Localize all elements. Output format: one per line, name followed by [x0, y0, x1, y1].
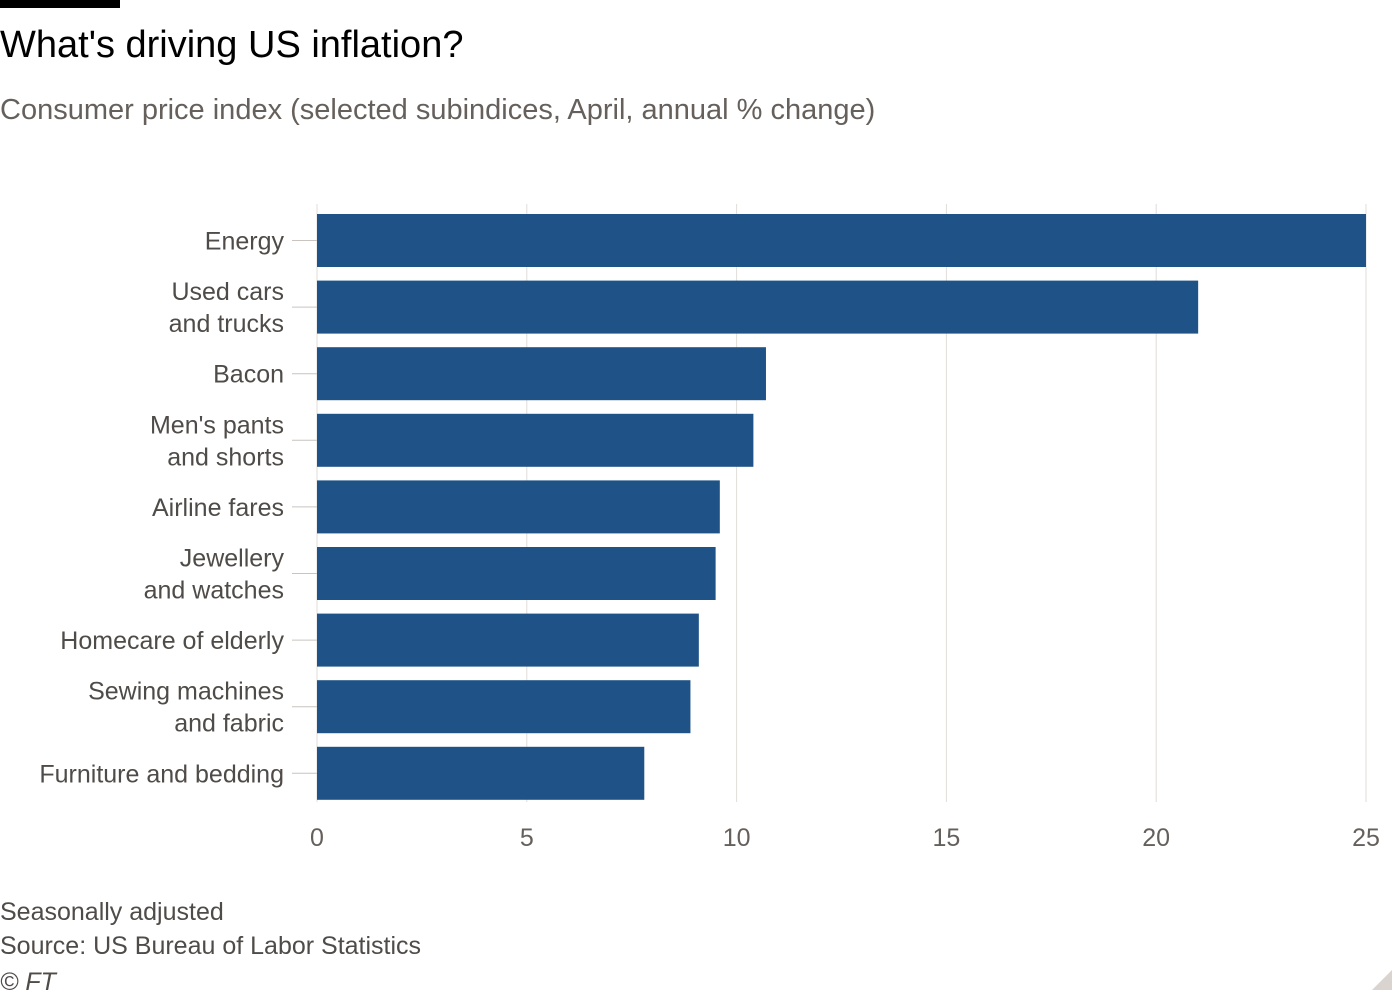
category-labels: Energy Used cars and trucks Bacon Men's pant…	[39, 228, 317, 788]
category-label: Used cars and trucks	[169, 278, 284, 338]
category-label-line: Airline fares	[152, 494, 284, 522]
category-label-line: and watches	[144, 577, 284, 605]
top-rule	[0, 0, 120, 8]
chart-source: Source: US Bureau of Labor Statistics	[0, 932, 422, 960]
chart-subtitle: Consumer price index (selected subindice…	[0, 94, 876, 126]
chart-credit: © FT	[0, 968, 56, 996]
bar	[317, 746, 645, 800]
category-label-line: Sewing machines	[88, 678, 284, 706]
chart-note: Seasonally adjusted	[0, 898, 224, 926]
x-tick-label: 20	[1142, 824, 1170, 852]
category-label: Homecare of elderly	[60, 627, 284, 655]
category-label: Men's pants and shorts	[150, 411, 284, 471]
bar	[317, 613, 699, 667]
category-label-line: Bacon	[213, 361, 284, 389]
category-label-line: Homecare of elderly	[60, 627, 284, 655]
bar	[317, 480, 720, 534]
x-tick-label: 25	[1352, 824, 1380, 852]
category-label: Sewing machines and fabric	[88, 678, 284, 738]
x-tick-label: 5	[520, 824, 534, 852]
category-label-line: and shorts	[167, 443, 284, 471]
category-label-line: and trucks	[169, 310, 284, 338]
bar	[317, 547, 716, 600]
category-label-line: and fabric	[174, 710, 284, 738]
bars	[317, 214, 1366, 800]
corner-fold-icon	[1372, 970, 1392, 990]
category-label: Energy	[205, 228, 285, 256]
category-label: Jewellery and watches	[144, 545, 285, 605]
x-axis-ticks: 0 5 10 15 20 25	[310, 824, 1380, 852]
bar	[317, 413, 754, 467]
bar	[317, 214, 1366, 267]
category-label-line: Jewellery	[180, 545, 285, 573]
category-label: Airline fares	[152, 494, 284, 522]
category-label-line: Used cars	[171, 278, 284, 306]
category-label-line: Energy	[205, 228, 285, 256]
bar-chart: Energy Used cars and trucks Bacon Men's pant…	[39, 204, 1380, 852]
chart-title: What's driving US inflation?	[0, 24, 464, 66]
category-label: Furniture and bedding	[39, 760, 284, 788]
category-label: Bacon	[213, 361, 284, 389]
x-tick-label: 15	[932, 824, 960, 852]
x-tick-label: 10	[723, 824, 751, 852]
category-label-line: Men's pants	[150, 411, 284, 439]
bar	[317, 347, 766, 401]
bar	[317, 680, 691, 734]
x-tick-label: 0	[310, 824, 324, 852]
bar	[317, 280, 1199, 334]
category-label-line: Furniture and bedding	[39, 760, 284, 788]
